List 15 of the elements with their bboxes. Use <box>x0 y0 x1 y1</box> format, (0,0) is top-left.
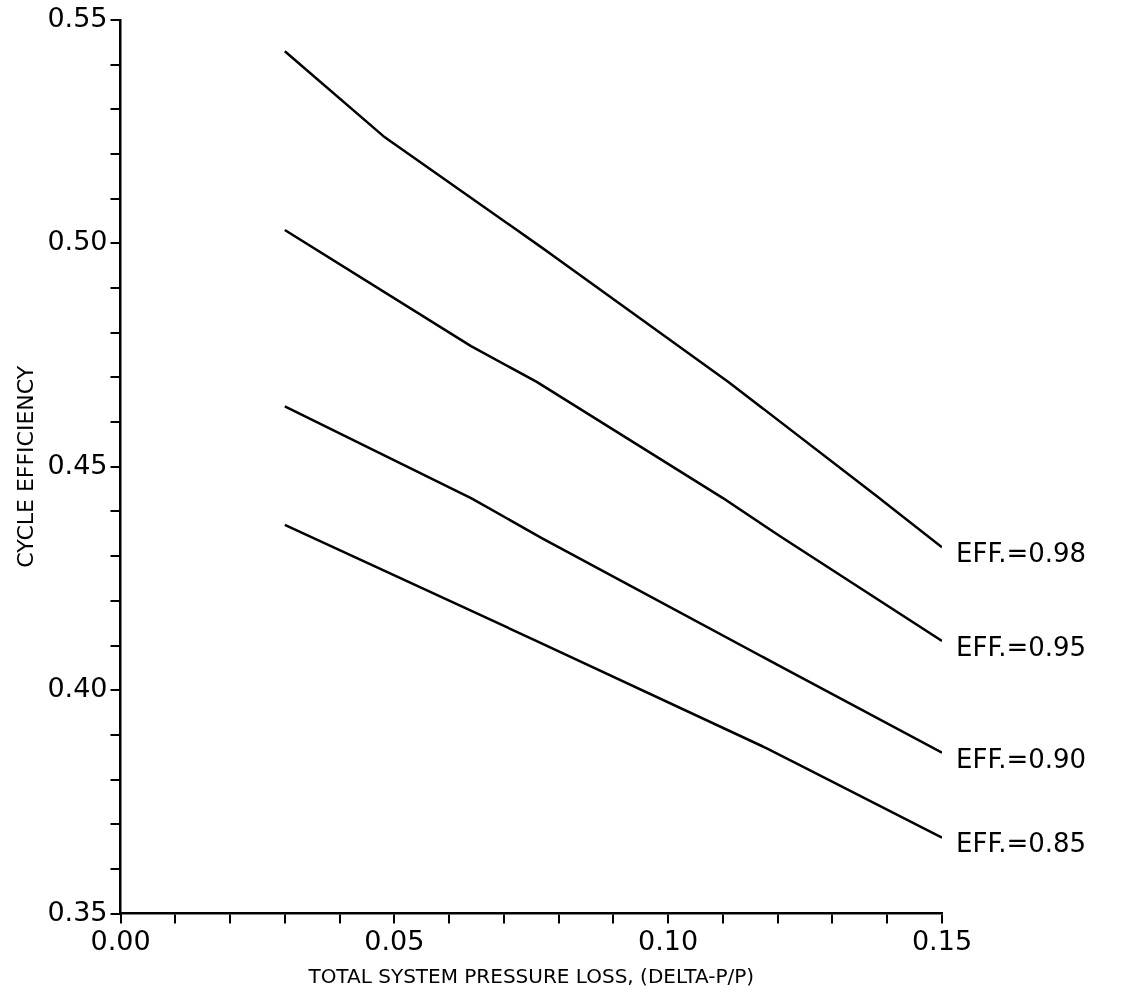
y-tick-label: 0.45 <box>47 448 108 480</box>
series-label: EFF.=0.90 <box>956 743 1087 774</box>
series-label: EFF.=0.95 <box>956 631 1087 662</box>
series-label: EFF.=0.98 <box>956 537 1087 568</box>
x-axis-title: TOTAL SYSTEM PRESSURE LOSS, (DELTA-P/P) <box>307 964 755 989</box>
series-label: EFF.=0.85 <box>956 828 1087 859</box>
x-tick-label: 0.05 <box>364 924 425 956</box>
y-tick-label: 0.35 <box>47 895 108 927</box>
x-tick-label: 0.15 <box>911 924 973 956</box>
y-tick-label: 0.50 <box>47 225 108 257</box>
y-tick-label: 0.55 <box>47 2 108 34</box>
x-tick-label: 0.00 <box>90 924 151 956</box>
y-tick-label: 0.40 <box>47 672 108 704</box>
x-tick-label: 0.10 <box>638 924 699 956</box>
y-axis-title: CYCLE EFFICIENCY <box>12 365 38 568</box>
